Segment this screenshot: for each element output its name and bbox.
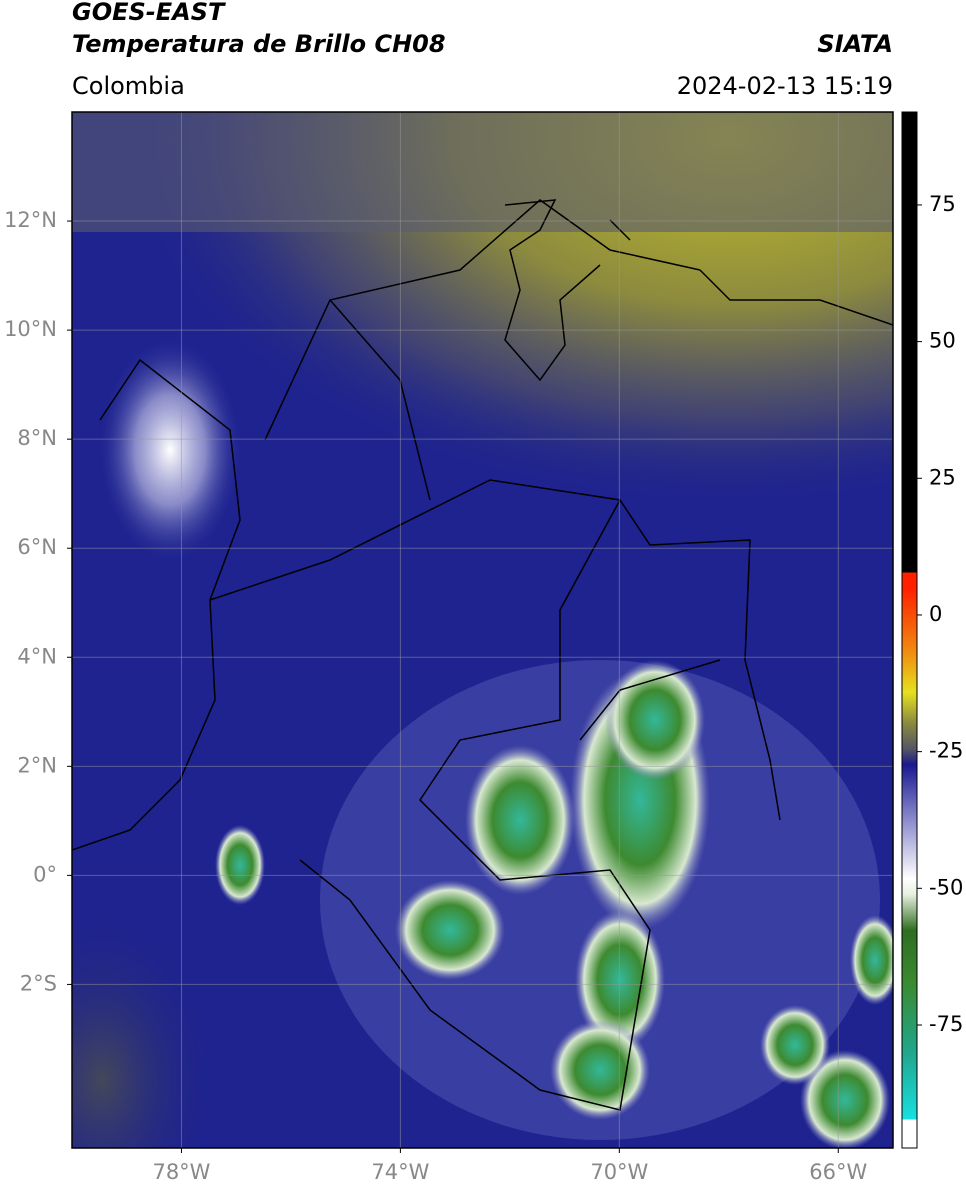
colorbar-tick-label: 50 (929, 329, 956, 353)
colorbar-tick-label: 0 (929, 602, 942, 626)
lat-tick-label: 8°N (17, 426, 57, 450)
lat-tick-label: 2°N (17, 753, 57, 777)
satellite-image (72, 112, 893, 1148)
lat-tick-label: 10°N (4, 317, 57, 341)
lat-tick-label: 4°N (17, 644, 57, 668)
lat-tick-label: 2°S (20, 971, 57, 995)
lat-tick-label: 0° (33, 862, 57, 886)
lat-tick-label: 12°N (4, 208, 57, 232)
lon-tick-label: 70°W (590, 1160, 648, 1184)
colorbar (901, 111, 918, 1149)
map-frame (71, 111, 894, 1149)
colorbar-tick-label: -50 (929, 875, 963, 899)
lon-tick-label: 74°W (371, 1160, 429, 1184)
region: Colombia (72, 72, 185, 100)
lon-tick-label: 66°W (809, 1160, 867, 1184)
subtitle: Temperatura de Brillo CH08 (72, 30, 446, 58)
title: GOES-EAST (72, 0, 226, 26)
source: SIATA (817, 30, 893, 58)
graticule (72, 112, 893, 1148)
lat-tick-label: 6°N (17, 535, 57, 559)
colorbar-tick-label: -25 (929, 739, 963, 763)
colorbar-tick-label: 25 (929, 465, 956, 489)
lon-tick-label: 78°W (152, 1160, 210, 1184)
colorbar-tick-label: 75 (929, 192, 956, 216)
colorbar-tick-label: -75 (929, 1012, 963, 1036)
datetime: 2024-02-13 15:19 (677, 72, 893, 100)
